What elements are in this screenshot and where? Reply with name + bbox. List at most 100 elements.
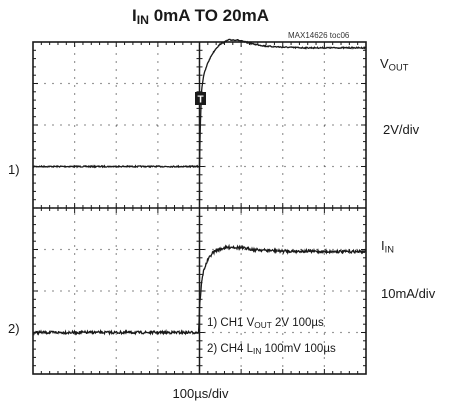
grid-dot: [74, 309, 76, 311]
grid-dot: [157, 85, 159, 87]
grid-dot: [157, 149, 159, 151]
grid-dot: [172, 82, 174, 85]
grid-dot: [188, 290, 190, 292]
grid-dot: [282, 125, 284, 127]
grid-dot: [282, 309, 284, 311]
grid-dot: [52, 82, 54, 85]
grid-dot: [268, 165, 270, 168]
grid-dot: [115, 149, 117, 151]
grid-dot: [212, 290, 214, 292]
grid-dot: [340, 331, 342, 334]
grid-dot: [300, 124, 302, 126]
grid-dot: [332, 82, 334, 85]
grid-dot: [282, 285, 284, 287]
grid-dot: [323, 165, 325, 167]
grid-dot: [282, 197, 284, 199]
grid-dot: [92, 82, 94, 85]
grid-dot: [156, 248, 158, 251]
grid-dot: [340, 248, 342, 251]
grid-dot: [68, 248, 70, 251]
grid-dot: [74, 301, 76, 303]
grid-dot: [300, 248, 302, 251]
grid-dot: [284, 248, 286, 251]
grid-dot: [74, 213, 76, 215]
grid-dot: [68, 290, 70, 292]
grid-dot: [282, 141, 284, 143]
grid-dot: [220, 331, 222, 334]
grid-dot: [204, 290, 206, 292]
grid-dot: [115, 141, 117, 143]
grid-dot: [332, 290, 334, 292]
legend-line-1-pre: 1) CH1 V: [207, 317, 255, 329]
grid-dot: [323, 317, 325, 319]
grid-dot: [240, 165, 242, 167]
grid-dot: [244, 165, 246, 168]
grid-dot: [68, 124, 70, 126]
grid-dot: [323, 101, 325, 103]
grid-dot: [323, 133, 325, 135]
grid-dot: [282, 109, 284, 111]
grid-dot: [292, 290, 294, 292]
grid-dot: [74, 341, 76, 343]
grid-dot: [116, 290, 118, 292]
grid-dot: [244, 331, 246, 334]
label-vout: VOUT: [380, 56, 408, 72]
grid-dot: [157, 141, 159, 143]
grid-dot: [240, 133, 242, 135]
grid-dot: [260, 82, 262, 85]
grid-dot: [115, 213, 117, 215]
grid-dot: [108, 124, 110, 126]
grid-dot: [282, 229, 284, 231]
grid-dot: [252, 165, 254, 168]
grid-dot: [356, 290, 358, 292]
grid-dot: [323, 77, 325, 79]
grid-dot: [324, 248, 326, 251]
grid-dot: [240, 109, 242, 111]
grid-dot: [115, 61, 117, 63]
grid-dot: [124, 124, 126, 126]
grid-dot: [308, 124, 310, 126]
grid-dot: [323, 349, 325, 351]
grid-dot: [332, 165, 334, 168]
grid-dot: [157, 101, 159, 103]
grid-dot: [244, 82, 246, 85]
grid-dot: [282, 357, 284, 359]
grid-dot: [276, 331, 278, 334]
grid-dot: [164, 124, 166, 126]
grid-dot: [157, 69, 159, 71]
grid-dot: [244, 290, 246, 292]
grid-dot: [316, 165, 318, 168]
grid-dot: [74, 357, 76, 359]
grid-dot: [124, 290, 126, 292]
legend-line-1-sub: OUT: [254, 321, 272, 331]
grid-dot: [282, 149, 284, 151]
grid-dot: [180, 290, 182, 292]
grid-dot: [74, 101, 76, 103]
grid-dot: [323, 189, 325, 191]
grid-dot: [282, 69, 284, 71]
grid-dot: [115, 261, 117, 263]
grid-dot: [323, 333, 325, 335]
grid-dot: [74, 125, 76, 127]
grid-dot: [340, 290, 342, 292]
grid-dot: [44, 82, 46, 85]
grid-dot: [157, 77, 159, 79]
legend-line-2-sub: IN: [253, 347, 262, 357]
grid-dot: [74, 325, 76, 327]
grid-dot: [240, 189, 242, 191]
grid-dot: [74, 333, 76, 335]
grid-dot: [323, 245, 325, 247]
grid-dot: [240, 77, 242, 79]
grid-dot: [124, 248, 126, 251]
grid-dot: [228, 124, 230, 126]
grid-dot: [52, 124, 54, 126]
grid-dot: [156, 124, 158, 126]
grid-dot: [188, 82, 190, 85]
grid-dot: [240, 173, 242, 175]
grid-dot: [220, 124, 222, 126]
grid-dot: [268, 82, 270, 85]
grid-dot: [282, 117, 284, 119]
grid-dot: [74, 277, 76, 279]
grid-dot: [308, 290, 310, 292]
grid-dot: [348, 82, 350, 85]
